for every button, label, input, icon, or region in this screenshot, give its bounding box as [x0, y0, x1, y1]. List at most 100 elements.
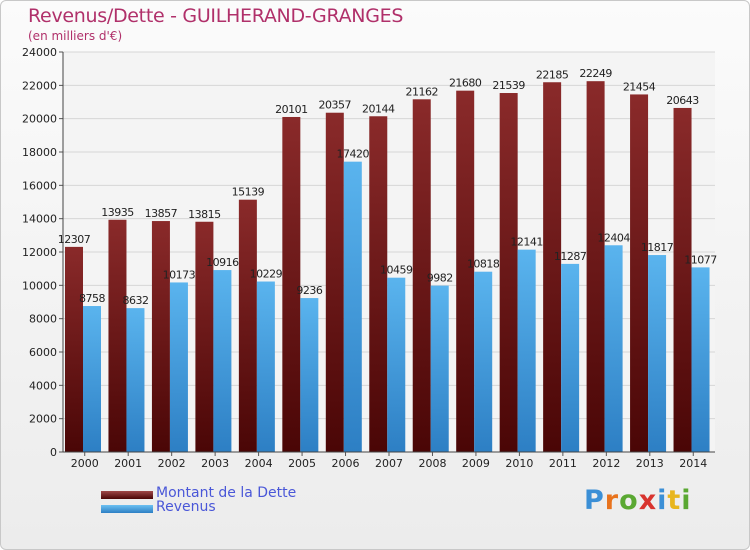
bar-revenue: [256, 281, 275, 452]
y-tick-label: 0: [50, 446, 57, 459]
data-label-revenue: 12141: [510, 236, 543, 249]
bar-debt: [412, 99, 431, 453]
y-tick-label: 8000: [29, 313, 57, 326]
y-tick-label: 16000: [22, 179, 57, 192]
logo-letter: t: [667, 485, 682, 516]
data-label-revenue: 10229: [250, 268, 283, 281]
data-label-debt: 22249: [579, 67, 612, 80]
data-label-debt: 21454: [623, 80, 656, 93]
bar-revenue: [517, 249, 536, 452]
logo-letter: i: [657, 485, 668, 516]
bar-revenue: [561, 263, 580, 452]
y-tick-label: 6000: [29, 346, 57, 359]
y-tick-label: 18000: [22, 146, 57, 159]
data-label-debt: 21680: [449, 77, 482, 90]
data-label-debt: 20357: [319, 99, 352, 112]
x-tick-label: 2013: [636, 457, 664, 470]
x-tick-label: 2000: [71, 457, 99, 470]
data-label-debt: 12307: [58, 233, 91, 246]
data-label-revenue: 10916: [206, 256, 239, 269]
y-tick-label: 10000: [22, 279, 57, 292]
bar-debt: [586, 81, 605, 452]
logo-letter: o: [619, 485, 639, 516]
x-tick-label: 2003: [201, 457, 229, 470]
bar-debt: [456, 90, 475, 453]
data-label-revenue: 8758: [79, 292, 105, 305]
x-tick-label: 2009: [462, 457, 490, 470]
y-tick-label: 12000: [22, 246, 57, 259]
data-label-debt: 22185: [536, 68, 569, 81]
data-label-revenue: 11817: [641, 241, 674, 254]
data-label-debt: 13815: [188, 208, 221, 221]
x-tick-label: 2006: [332, 457, 360, 470]
bar-debt: [108, 219, 127, 452]
data-label-revenue: 9982: [427, 272, 453, 285]
bar-debt: [543, 82, 562, 452]
bar-debt: [325, 112, 344, 452]
data-label-debt: 20643: [666, 94, 699, 107]
x-tick-label: 2010: [505, 457, 533, 470]
bar-debt: [630, 94, 649, 452]
logo-letter: x: [638, 485, 658, 516]
x-tick-label: 2004: [245, 457, 273, 470]
y-tick-label: 20000: [22, 113, 57, 126]
x-tick-label: 2005: [288, 457, 316, 470]
y-tick-label: 24000: [22, 46, 57, 59]
bar-revenue: [648, 255, 667, 452]
y-tick-label: 22000: [22, 79, 57, 92]
bar-revenue: [126, 308, 145, 452]
data-label-revenue: 10818: [467, 258, 500, 271]
bar-debt: [369, 116, 388, 453]
bar-revenue: [430, 285, 449, 452]
y-tick-label: 2000: [29, 413, 57, 426]
data-label-debt: 20144: [362, 102, 395, 115]
x-tick-label: 2008: [418, 457, 446, 470]
data-label-debt: 13857: [145, 207, 178, 220]
bar-debt: [673, 107, 692, 452]
x-tick-label: 2001: [114, 457, 142, 470]
data-label-revenue: 11287: [554, 250, 587, 263]
x-tick-label: 2007: [375, 457, 403, 470]
bar-debt: [282, 116, 301, 452]
logo-letter: r: [604, 485, 620, 516]
bar-debt: [499, 93, 518, 453]
legend-swatch-revenue: [101, 505, 153, 513]
data-label-revenue: 11077: [684, 253, 717, 266]
y-tick-label: 4000: [29, 379, 57, 392]
x-tick-label: 2014: [679, 457, 707, 470]
chart-title: Revenus/Dette - GUILHERAND-GRANGES: [28, 5, 404, 27]
proxiti-logo: Proxiti: [584, 485, 692, 516]
x-tick-label: 2012: [592, 457, 620, 470]
bar-debt: [65, 246, 83, 452]
bar-debt: [151, 221, 170, 452]
data-label-revenue: 8632: [122, 294, 148, 307]
bar-revenue: [387, 277, 406, 452]
chart-subtitle: (en milliers d'€): [28, 29, 123, 43]
data-label-revenue: 17420: [337, 148, 370, 161]
data-label-debt: 21162: [405, 85, 438, 98]
bar-revenue: [343, 161, 362, 452]
legend-label-revenue: Revenus: [156, 499, 216, 515]
bar-revenue: [474, 271, 493, 452]
data-label-debt: 15139: [232, 186, 265, 199]
logo-letter: P: [584, 485, 605, 516]
bar-revenue: [213, 270, 232, 452]
data-label-debt: 13935: [101, 206, 134, 219]
data-label-revenue: 10173: [163, 268, 196, 281]
legend-swatch-debt: [101, 491, 153, 499]
bar-revenue: [604, 245, 623, 452]
bar-revenue: [169, 282, 188, 452]
logo-letter: i: [681, 485, 692, 516]
bar-revenue: [691, 267, 710, 452]
data-label-revenue: 10459: [380, 264, 413, 277]
bar-revenue: [300, 298, 319, 452]
data-label-debt: 20101: [275, 103, 308, 116]
bar-debt: [195, 221, 214, 452]
data-label-debt: 21539: [492, 79, 525, 92]
data-label-revenue: 12404: [597, 231, 630, 244]
x-tick-label: 2002: [158, 457, 186, 470]
y-tick-label: 14000: [22, 213, 57, 226]
data-label-revenue: 9236: [296, 284, 322, 297]
